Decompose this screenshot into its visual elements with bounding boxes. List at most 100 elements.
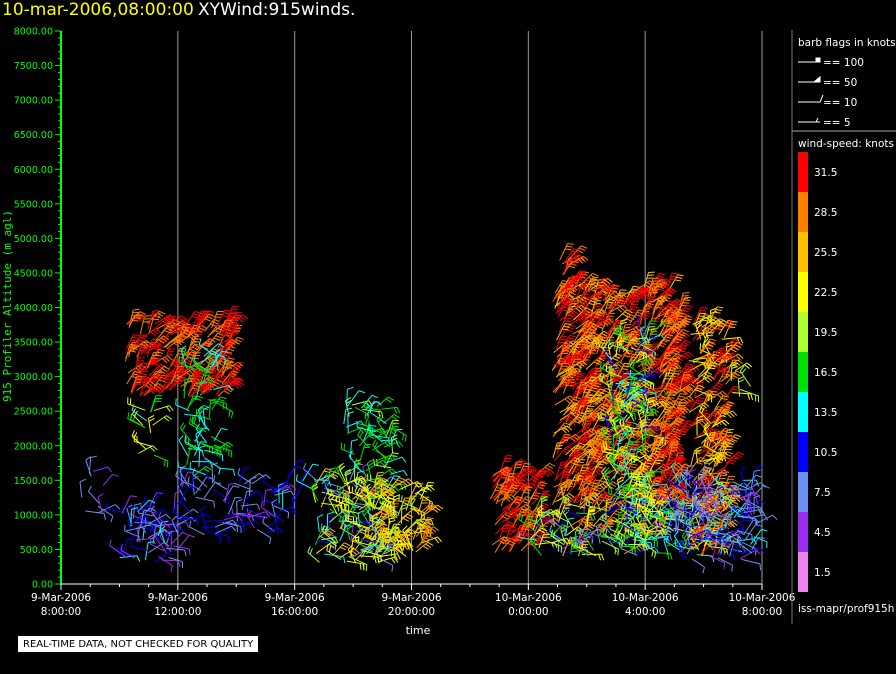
wind-barb [244,490,263,500]
wind-barb [203,343,225,357]
wind-barb [359,443,371,461]
wind-barb [347,544,357,564]
wind-barb [492,471,510,489]
wind-barb [351,547,373,558]
wind-barb [126,526,147,534]
wind-barb [376,396,395,408]
wind-barb [415,541,434,553]
wind-barb [186,364,204,372]
wind-barb [146,351,161,369]
wind-barb [324,553,346,564]
wind-barb [393,513,414,529]
wind-barb [346,386,354,407]
wind-barb [130,339,152,352]
wind-barb [181,471,195,488]
wind-barb [211,310,224,329]
wind-barb [620,542,638,556]
wind-barb [214,532,230,543]
wind-barb [520,469,539,478]
wind-barb [146,310,166,324]
barb-legend-label: == 10 [823,97,857,109]
wind-barb [178,355,196,371]
wind-barb [191,415,207,433]
wind-barb [139,386,160,396]
wind-barb [102,473,119,486]
wind-barb [121,495,137,514]
wind-barb [740,466,747,486]
barb-legend-label: == 50 [823,77,857,89]
wind-barb [193,310,209,325]
wind-barb [381,406,401,414]
wind-barb [153,454,169,468]
wind-barb [207,332,224,346]
wind-barb [128,314,142,328]
wind-barb [392,535,405,551]
wind-barb [414,485,435,495]
wind-barb [388,477,405,491]
barb-legend-title: barb flags in knots [798,37,896,49]
wind-barb [150,395,163,413]
x-tick-label-time: 16:00:00 [271,606,318,618]
wind-barb [518,513,535,531]
wind-barb [125,334,140,350]
wind-barb [227,497,242,515]
wind-barb [172,507,190,520]
wind-barb [168,556,184,569]
wind-barb [85,510,106,520]
wind-barb [344,513,362,528]
wind-barb [353,516,371,530]
wind-barb [307,546,320,563]
wind-barb [213,489,230,507]
wind-barb [204,519,227,527]
wind-barb [203,457,221,475]
wind-barb [93,466,113,473]
wind-barb [150,505,162,525]
colorbar-label: 22.5 [814,287,837,299]
wind-barb [204,528,222,544]
wind-barb [291,493,298,515]
wind-barb [570,535,579,554]
wind-barb [343,407,353,425]
wind-barb [144,384,166,396]
wind-barb [126,370,141,385]
wind-barbs [79,243,778,574]
wind-barb [159,525,166,544]
wind-barb [187,476,202,491]
wind-barb [295,474,313,490]
wind-barb [179,422,191,442]
wind-barb [405,529,414,551]
wind-barb [421,504,444,517]
wind-barb [327,513,334,534]
wind-barb [318,528,336,539]
wind-barb [183,377,192,399]
y-tick-label: 4000.00 [14,303,53,314]
wind-barb [717,557,733,572]
wind-barb [238,467,251,483]
wind-barb [302,463,318,482]
wind-barb [282,488,289,510]
wind-barb [189,520,205,536]
wind-barb [175,398,190,412]
x-tick-label-time: 4:00:00 [625,606,665,618]
data-source-label: iss-mapr/prof915h [798,603,894,615]
wind-barb [166,547,187,557]
wind-barb [148,528,169,539]
wind-barb [193,381,213,392]
wind-barb [538,533,550,549]
wind-barb [519,486,533,501]
colorbar-swatch [798,392,808,432]
wind-barb [383,441,404,449]
wind-barb [180,345,188,369]
colorbar-title: wind-speed: knots [798,138,894,150]
wind-barb [268,517,285,529]
wind-barb [356,421,377,433]
wind-barb [386,530,406,543]
wind-barb [131,404,148,422]
y-tick-label: 1000.00 [14,510,53,521]
wind-barb [494,521,515,535]
x-tick-label-time: 8:00:00 [742,606,782,618]
wind-barb [349,439,358,460]
wind-barb [741,558,762,571]
wind-barb [234,483,251,496]
